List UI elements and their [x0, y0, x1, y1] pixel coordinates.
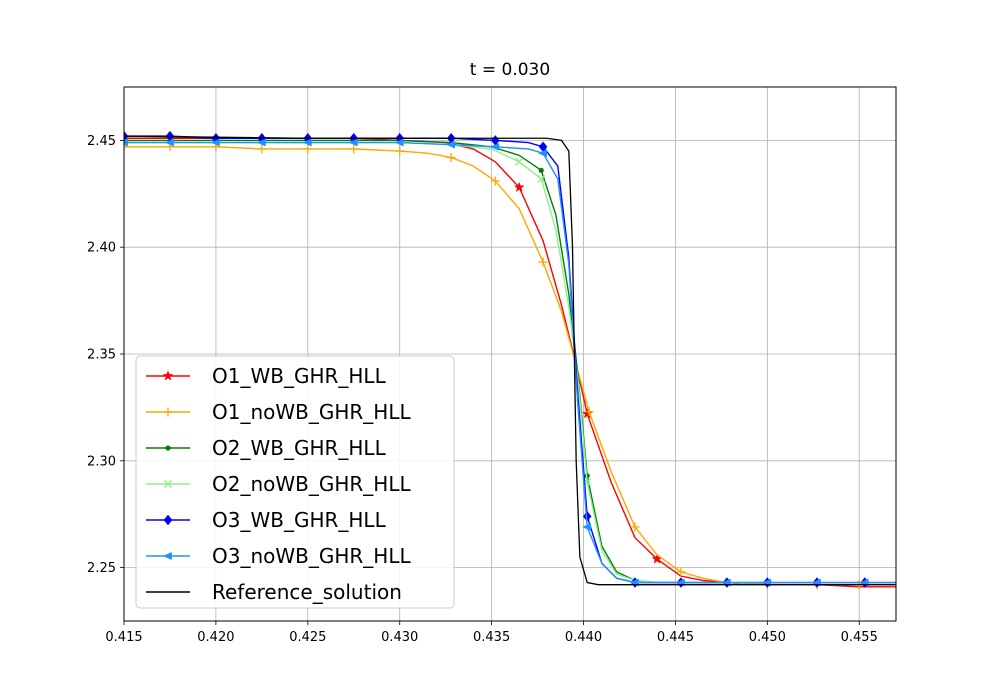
legend-label: O3_noWB_GHR_HLL — [212, 544, 411, 568]
y-tick-label: 2.45 — [87, 134, 116, 149]
data-point — [256, 138, 266, 147]
data-point — [582, 523, 592, 532]
x-tick-label: 0.430 — [381, 630, 418, 645]
x-tick-label: 0.450 — [749, 630, 786, 645]
data-point — [537, 174, 546, 183]
data-point — [630, 522, 640, 532]
data-point — [538, 257, 548, 267]
data-point — [538, 167, 544, 173]
legend-label: O3_WB_GHR_HLL — [212, 508, 387, 532]
chart-title: t = 0.030 — [470, 60, 550, 80]
legend-item: O1_noWB_GHR_HLL — [146, 400, 411, 424]
legend-box — [135, 355, 455, 609]
data-point — [446, 152, 456, 162]
data-point — [515, 157, 524, 166]
x-tick-label: 0.445 — [657, 630, 694, 645]
x-tick-label: 0.455 — [841, 630, 878, 645]
data-point — [257, 144, 267, 154]
legend-item: O2_noWB_GHR_HLL — [146, 472, 411, 496]
y-tick-label: 2.25 — [87, 561, 116, 576]
series-line — [124, 146, 896, 586]
legend-label: O2_WB_GHR_HLL — [212, 436, 387, 460]
data-point — [395, 146, 405, 156]
series-Reference_solution — [124, 135, 896, 586]
legend-label: Reference_solution — [212, 580, 402, 604]
data-point — [446, 140, 456, 149]
data-point — [164, 138, 174, 147]
legend-item: Reference_solution — [146, 580, 402, 604]
x-tick-label: 0.425 — [289, 630, 326, 645]
y-tick-label: 2.30 — [87, 454, 116, 469]
data-point — [584, 407, 594, 417]
legend-marker — [162, 370, 174, 381]
x-tick-label: 0.420 — [197, 630, 234, 645]
series-line — [124, 135, 896, 586]
legend-marker — [162, 552, 172, 560]
legend-marker — [163, 407, 173, 417]
y-tick-label: 2.35 — [87, 348, 116, 363]
data-point — [490, 176, 500, 186]
data-point — [394, 138, 404, 147]
legend-marker — [165, 445, 171, 451]
data-point — [210, 138, 220, 147]
axes-ticks: 0.415 0.420 0.425 0.430 0.435 0.440 0.445 0.450… — [87, 134, 878, 645]
x-tick-label: 0.440 — [565, 630, 602, 645]
legend: O1_WB_GHR_HLL O1_noWB_GHR_HLL O2_WB_GHR_HL… — [135, 355, 455, 609]
legend-item: O3_noWB_GHR_HLL — [146, 544, 411, 568]
data-point — [303, 144, 313, 154]
legend-item: O2_WB_GHR_HLL — [146, 436, 387, 460]
legend-item: O1_WB_GHR_HLL — [146, 364, 387, 388]
data-point — [302, 138, 312, 147]
x-tick-label: 0.435 — [473, 630, 510, 645]
data-point — [513, 181, 525, 193]
series-line — [124, 141, 896, 584]
data-point — [124, 138, 128, 147]
legend-marker — [163, 514, 173, 526]
plot-area — [124, 130, 896, 590]
data-point — [676, 567, 686, 577]
data-point — [348, 138, 358, 147]
data-point — [490, 142, 500, 151]
legend-item: O3_WB_GHR_HLL — [146, 508, 387, 532]
x-tick-label: 0.415 — [105, 630, 142, 645]
data-point — [537, 149, 547, 158]
legend-label: O1_noWB_GHR_HLL — [212, 400, 411, 424]
data-point — [124, 142, 129, 152]
legend-label: O1_WB_GHR_HLL — [212, 364, 387, 388]
legend-label: O2_noWB_GHR_HLL — [212, 472, 411, 496]
y-tick-label: 2.40 — [87, 241, 116, 256]
data-point — [349, 144, 359, 154]
legend-marker — [163, 479, 173, 489]
